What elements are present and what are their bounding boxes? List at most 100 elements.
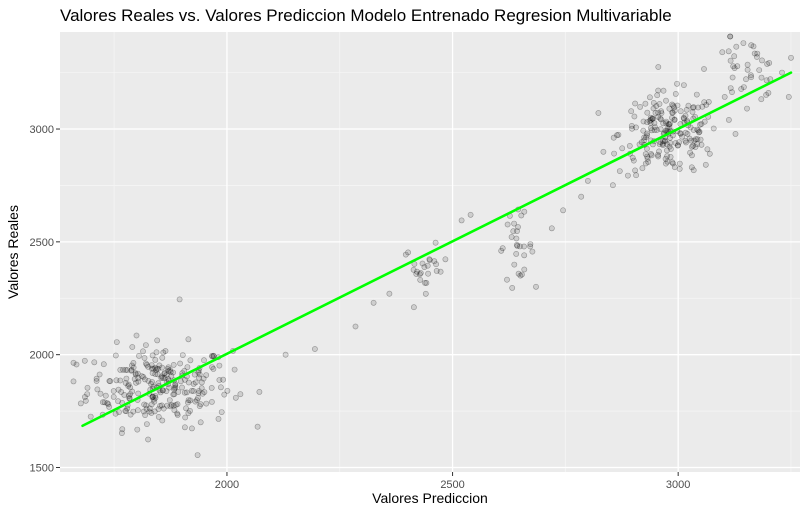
data-point: [184, 399, 191, 406]
data-point: [182, 414, 189, 421]
data-point: [681, 115, 687, 122]
data-point: [149, 393, 156, 400]
data-point: [650, 115, 656, 122]
data-point: [149, 393, 156, 400]
data-point: [529, 248, 536, 255]
x-tick-label: 2000: [215, 479, 239, 491]
data-point: [698, 121, 705, 127]
data-point: [84, 391, 91, 397]
data-point: [423, 279, 430, 286]
data-point: [578, 193, 585, 200]
data-point: [660, 137, 666, 144]
data-point: [511, 220, 517, 227]
data-point: [656, 141, 663, 148]
data-point: [514, 242, 521, 249]
data-point: [690, 104, 697, 111]
data-point: [725, 48, 732, 55]
data-point: [154, 337, 161, 344]
data-point: [410, 304, 417, 311]
data-point: [655, 151, 661, 158]
data-point: [107, 378, 114, 385]
data-point: [193, 397, 200, 403]
data-point: [143, 421, 150, 427]
data-point: [641, 134, 648, 141]
data-point: [128, 367, 135, 373]
data-point: [682, 129, 689, 136]
data-point: [655, 64, 662, 70]
data-point: [647, 125, 654, 132]
data-point: [658, 116, 664, 123]
data-point: [467, 211, 474, 218]
data-point: [513, 250, 520, 257]
data-point: [710, 125, 717, 132]
data-point: [703, 101, 710, 108]
data-point: [93, 375, 100, 382]
data-point: [148, 362, 155, 368]
data-point: [764, 61, 770, 67]
data-point: [122, 380, 129, 386]
data-point: [744, 66, 751, 73]
data-point: [82, 394, 88, 400]
data-point: [692, 136, 699, 143]
data-point: [165, 368, 172, 374]
data-point: [148, 365, 155, 372]
data-point: [699, 103, 706, 110]
data-point: [632, 100, 638, 107]
data-point: [619, 145, 626, 152]
data-point: [174, 401, 181, 408]
data-point: [744, 61, 751, 68]
data-point: [188, 425, 195, 432]
data-point: [518, 212, 525, 219]
data-point: [143, 402, 150, 409]
axes: 2000 2500 3000 1500 2000 2500 3000: [30, 124, 691, 491]
data-point: [73, 361, 80, 368]
data-point: [642, 151, 649, 157]
data-point: [197, 401, 204, 408]
data-point: [754, 54, 760, 60]
data-point: [663, 160, 669, 167]
data-point: [510, 228, 517, 235]
y-axis-title: Valores Reales: [5, 205, 21, 299]
data-point: [697, 136, 704, 143]
data-point: [208, 398, 215, 405]
data-point: [779, 69, 785, 76]
data-point: [527, 243, 534, 250]
data-point: [748, 42, 755, 49]
data-point: [352, 323, 359, 330]
data-point: [658, 108, 664, 115]
data-point: [663, 118, 670, 125]
data-point: [152, 392, 159, 399]
data-point: [159, 354, 166, 361]
data-point: [682, 112, 689, 119]
data-point: [674, 142, 681, 149]
data-point: [637, 104, 643, 110]
data-point: [660, 142, 666, 148]
data-point: [667, 134, 673, 141]
data-point: [106, 378, 113, 384]
data-point: [654, 127, 660, 133]
data-point: [125, 383, 132, 389]
data-point: [654, 92, 661, 99]
data-point: [165, 364, 172, 371]
data-point: [135, 375, 142, 381]
data-point: [187, 357, 194, 364]
data-point: [662, 137, 668, 144]
data-point: [611, 150, 617, 157]
data-point: [651, 120, 658, 126]
data-point: [680, 114, 687, 121]
data-point: [127, 411, 134, 418]
data-point: [167, 403, 174, 410]
data-point: [674, 80, 680, 87]
data-point: [254, 423, 261, 430]
data-point: [660, 87, 667, 94]
data-point: [140, 348, 146, 355]
data-point: [184, 364, 191, 370]
data-point: [221, 391, 228, 398]
data-point: [119, 430, 125, 436]
data-point: [174, 411, 181, 418]
data-point: [130, 408, 137, 415]
data-point: [101, 399, 108, 406]
data-point: [419, 260, 426, 267]
data-point: [158, 375, 165, 381]
data-point: [662, 127, 669, 134]
